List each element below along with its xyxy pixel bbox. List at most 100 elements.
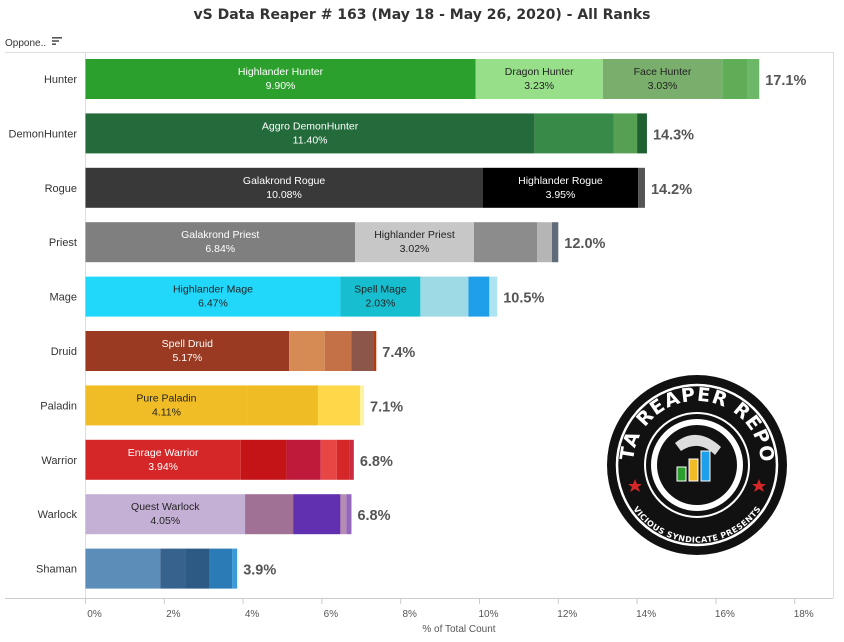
bar-segment[interactable] [160, 548, 186, 589]
bar-segment[interactable] [468, 276, 490, 317]
segment-name-label: Dragon Hunter [505, 66, 574, 78]
data-reaper-report-logo: DATA REAPER REPORT VICIOUS SYNDICATE PRE… [607, 375, 787, 555]
bar-segment[interactable] [349, 439, 354, 480]
segment-value-label: 3.94% [148, 461, 178, 473]
segment-value-label: 9.90% [266, 80, 296, 92]
category-label: Priest [49, 237, 77, 249]
bar-segment-quest-warlock[interactable] [85, 494, 246, 535]
bar-segment[interactable] [346, 494, 352, 535]
segment-value-label: 3.95% [546, 189, 576, 201]
total-label: 12.0% [564, 236, 605, 252]
bar-segment-dragon-hunter[interactable] [475, 59, 603, 99]
bar-row-druid: Druid Spell Druid 5.17% 7.4% [51, 331, 415, 371]
segment-name-label: Highlander Mage [173, 284, 253, 296]
bar-segment[interactable] [613, 113, 638, 154]
bar-segment-enrage-warrior[interactable] [85, 439, 241, 480]
bar-row-rogue: Rogue Galakrond Rogue 10.08% Highlander Rog… [45, 167, 692, 208]
chart-title: vS Data Reaper # 163 (May 18 - May 26, 2… [193, 7, 651, 23]
bar-segment[interactable] [336, 439, 350, 480]
x-tick-label: 0% [87, 609, 102, 620]
segment-name-label: Pure Paladin [136, 392, 196, 404]
bar-row-shaman: Shaman 3.9% [36, 548, 276, 589]
sort-descending-icon[interactable] [52, 36, 62, 46]
bar-segment-highlander-rogue[interactable] [482, 167, 639, 208]
bar-segment[interactable] [637, 113, 647, 154]
bar-segment[interactable] [537, 222, 552, 263]
x-tick-label: 14% [636, 609, 656, 620]
bar-segment[interactable] [534, 113, 614, 154]
bar-row-warlock: Warlock Quest Warlock 4.05% 6.8% [38, 494, 391, 535]
bar-segment-galakrond-priest[interactable] [85, 222, 355, 263]
segment-value-label: 6.84% [205, 243, 235, 255]
segment-value-label: 3.03% [648, 80, 678, 92]
segment-name-label: Enrage Warrior [128, 447, 199, 459]
bar-segment[interactable] [420, 276, 469, 317]
column-header-opponent[interactable]: Oppone.. [5, 38, 47, 49]
total-label: 14.3% [653, 127, 694, 143]
bar-segment-aggro-demonhunter[interactable] [85, 113, 535, 154]
bar-segment[interactable] [489, 276, 498, 317]
bar-segment[interactable] [551, 222, 559, 263]
category-label: Warlock [38, 509, 78, 521]
bar-segment[interactable] [320, 439, 337, 480]
bar-segment[interactable] [245, 494, 294, 535]
category-label: Warrior [41, 455, 77, 467]
bar-segment[interactable] [293, 494, 341, 535]
bar-segment[interactable] [317, 385, 361, 426]
segment-name-label: Galakrond Rogue [243, 175, 325, 187]
segment-name-label: Face Hunter [634, 66, 692, 78]
x-tick-label: 4% [245, 609, 260, 620]
total-label: 6.8% [360, 454, 393, 470]
category-label: Shaman [36, 564, 77, 576]
bar-segment[interactable] [747, 59, 760, 99]
bar-segment[interactable] [85, 548, 161, 589]
segment-name-label: Highlander Hunter [238, 66, 324, 78]
bar-segment[interactable] [232, 548, 238, 589]
bar-row-paladin: Paladin Pure Paladin 4.11% 7.1% [40, 385, 403, 426]
bar-segment[interactable] [289, 331, 325, 371]
x-tick-label: 6% [324, 609, 339, 620]
total-label: 10.5% [503, 291, 544, 307]
bar-segment[interactable] [247, 385, 318, 426]
category-label: Hunter [44, 74, 77, 86]
segment-value-label: 11.40% [293, 134, 328, 146]
category-label: Rogue [45, 183, 77, 195]
bar-segment[interactable] [373, 331, 377, 371]
segment-name-label: Highlander Rogue [518, 175, 603, 187]
segment-value-label: 6.47% [198, 298, 228, 310]
segment-value-label: 3.02% [400, 243, 430, 255]
bar-segment[interactable] [240, 439, 287, 480]
bar-segment-highlander-mage[interactable] [85, 276, 341, 317]
bar-segment-galakrond-rogue[interactable] [85, 167, 483, 208]
bar-segment[interactable] [360, 385, 365, 426]
bar-segment-spell-mage[interactable] [340, 276, 421, 317]
total-label: 6.8% [357, 508, 390, 524]
category-label: Paladin [40, 400, 77, 412]
bar-segment[interactable] [324, 331, 352, 371]
bar-segment[interactable] [185, 548, 210, 589]
total-label: 7.4% [382, 345, 415, 361]
bar-segment[interactable] [473, 222, 538, 263]
bar-segment[interactable] [340, 494, 347, 535]
bar-segment[interactable] [638, 167, 645, 208]
segment-name-label: Highlander Priest [374, 229, 455, 241]
bar-segment[interactable] [351, 331, 374, 371]
x-tick-label: 12% [557, 609, 577, 620]
bar-segment-face-hunter[interactable] [602, 59, 723, 99]
segment-name-label: Spell Druid [162, 338, 214, 350]
bar-segment-highlander-hunter[interactable] [85, 59, 476, 99]
segment-name-label: Spell Mage [354, 284, 407, 296]
bar-segment-spell-druid[interactable] [85, 331, 290, 371]
bar-segment[interactable] [722, 59, 748, 99]
x-tick-label: 18% [794, 609, 814, 620]
segment-value-label: 5.17% [172, 352, 202, 364]
segment-value-label: 10.08% [266, 189, 302, 201]
category-label: DemonHunter [9, 128, 78, 140]
bar-row-demonhunter: DemonHunter Aggro DemonHunter 11.40% 14.3% [9, 113, 694, 154]
bar-segment-pure-paladin[interactable] [85, 385, 248, 426]
bar-segment[interactable] [209, 548, 233, 589]
bar-segment-highlander-priest[interactable] [354, 222, 474, 263]
segment-name-label: Aggro DemonHunter [262, 120, 359, 132]
x-axis-label: % of Total Count [422, 624, 495, 635]
bar-segment[interactable] [286, 439, 321, 480]
